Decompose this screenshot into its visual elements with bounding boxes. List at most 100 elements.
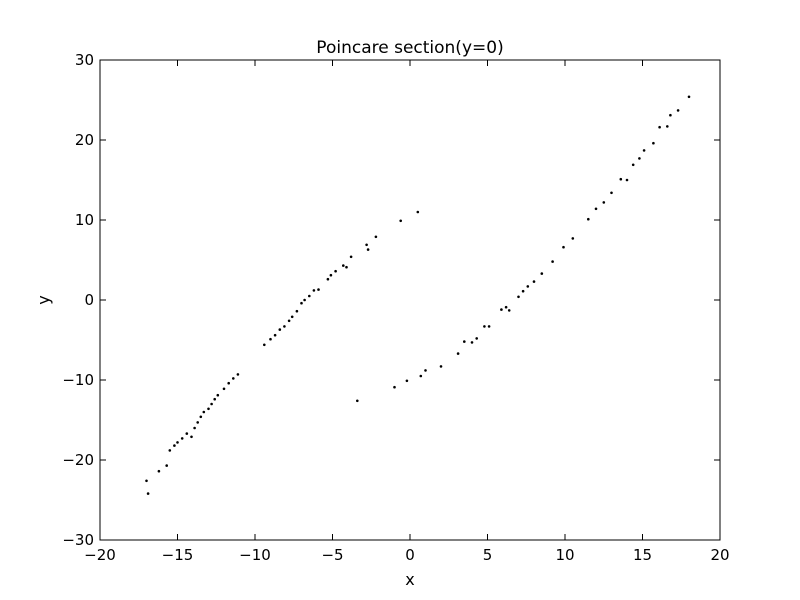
- data-point: [334, 269, 337, 273]
- x-tick-label: −15: [162, 546, 194, 564]
- plot-area: [145, 95, 691, 495]
- data-point: [642, 149, 646, 152]
- data-point: [290, 315, 294, 319]
- data-point: [521, 289, 525, 293]
- data-point: [317, 288, 320, 291]
- data-point: [416, 210, 420, 214]
- data-point: [602, 201, 606, 204]
- data-point: [157, 469, 161, 473]
- data-point: [504, 305, 508, 309]
- data-point: [278, 328, 282, 331]
- data-point: [419, 374, 423, 378]
- data-point: [399, 219, 403, 223]
- data-point: [180, 437, 184, 440]
- data-point: [273, 333, 277, 337]
- data-point: [475, 337, 479, 340]
- y-axis-ticks: −30 −20 −10 0 10 20 30: [62, 51, 720, 549]
- data-point: [308, 294, 311, 298]
- data-point: [470, 341, 474, 344]
- data-point: [526, 285, 530, 288]
- data-point: [619, 177, 623, 181]
- data-point: [687, 95, 691, 99]
- data-point: [652, 141, 655, 145]
- data-point: [571, 237, 575, 240]
- y-tick-label: 0: [84, 291, 94, 309]
- data-point: [500, 308, 503, 311]
- data-point: [374, 235, 378, 239]
- data-point: [349, 255, 353, 259]
- data-point: [532, 280, 536, 283]
- y-tick-label: −20: [62, 451, 94, 469]
- data-point: [146, 492, 150, 495]
- data-point: [638, 157, 641, 160]
- y-tick-label: −10: [62, 371, 94, 389]
- data-point: [300, 301, 303, 305]
- x-tick-label: −20: [84, 546, 116, 564]
- data-point: [483, 325, 486, 328]
- x-tick-label: −5: [321, 546, 343, 564]
- data-point: [173, 444, 176, 447]
- data-point: [165, 464, 168, 467]
- x-tick-label: −10: [239, 546, 271, 564]
- data-point: [631, 163, 635, 167]
- data-point: [176, 441, 179, 444]
- data-point: [263, 343, 266, 347]
- data-point: [405, 379, 409, 383]
- data-point: [439, 365, 443, 368]
- x-axis-ticks: −20 −15 −10 −5 0 5 10 15 20: [84, 60, 730, 564]
- data-point: [517, 295, 520, 299]
- data-point: [236, 373, 240, 376]
- data-point: [185, 432, 189, 435]
- data-point: [287, 319, 291, 323]
- data-point: [562, 245, 565, 249]
- data-point: [199, 415, 203, 419]
- data-point: [232, 377, 235, 380]
- data-point: [207, 407, 210, 411]
- data-point: [196, 421, 199, 424]
- x-tick-label: 20: [710, 546, 729, 564]
- data-point: [424, 369, 427, 372]
- data-point: [222, 387, 226, 391]
- data-point: [227, 381, 230, 385]
- x-tick-label: 15: [633, 546, 652, 564]
- data-point: [213, 397, 216, 401]
- data-point: [676, 109, 680, 112]
- data-point: [303, 298, 306, 302]
- x-tick-label: 5: [483, 546, 493, 564]
- data-point: [326, 277, 330, 281]
- data-point: [145, 479, 148, 483]
- data-point: [366, 248, 370, 251]
- data-point: [666, 125, 669, 128]
- x-axis-label: x: [405, 570, 414, 589]
- data-point: [312, 289, 316, 292]
- data-point: [658, 125, 661, 129]
- y-tick-label: 30: [75, 51, 94, 69]
- data-point: [507, 309, 511, 312]
- data-point: [463, 340, 466, 343]
- y-tick-label: 20: [75, 131, 94, 149]
- data-point: [210, 402, 213, 406]
- data-point: [625, 178, 629, 182]
- data-point: [202, 410, 206, 414]
- chart-title: Poincare section(y=0): [316, 38, 503, 58]
- data-point: [487, 325, 491, 328]
- data-point: [456, 352, 460, 355]
- data-point: [329, 273, 333, 277]
- data-point: [540, 272, 544, 275]
- x-tick-label: 10: [555, 546, 574, 564]
- data-point: [345, 265, 348, 269]
- data-point: [283, 325, 286, 328]
- data-point: [216, 393, 220, 397]
- data-point: [190, 435, 193, 439]
- data-point: [587, 217, 590, 221]
- data-point: [365, 243, 368, 247]
- data-point: [193, 426, 196, 430]
- data-point: [610, 191, 613, 195]
- data-point: [269, 337, 272, 341]
- y-tick-label: 10: [75, 211, 94, 229]
- y-tick-label: −30: [62, 531, 94, 549]
- data-point: [168, 449, 172, 452]
- x-tick-label: 0: [405, 546, 415, 564]
